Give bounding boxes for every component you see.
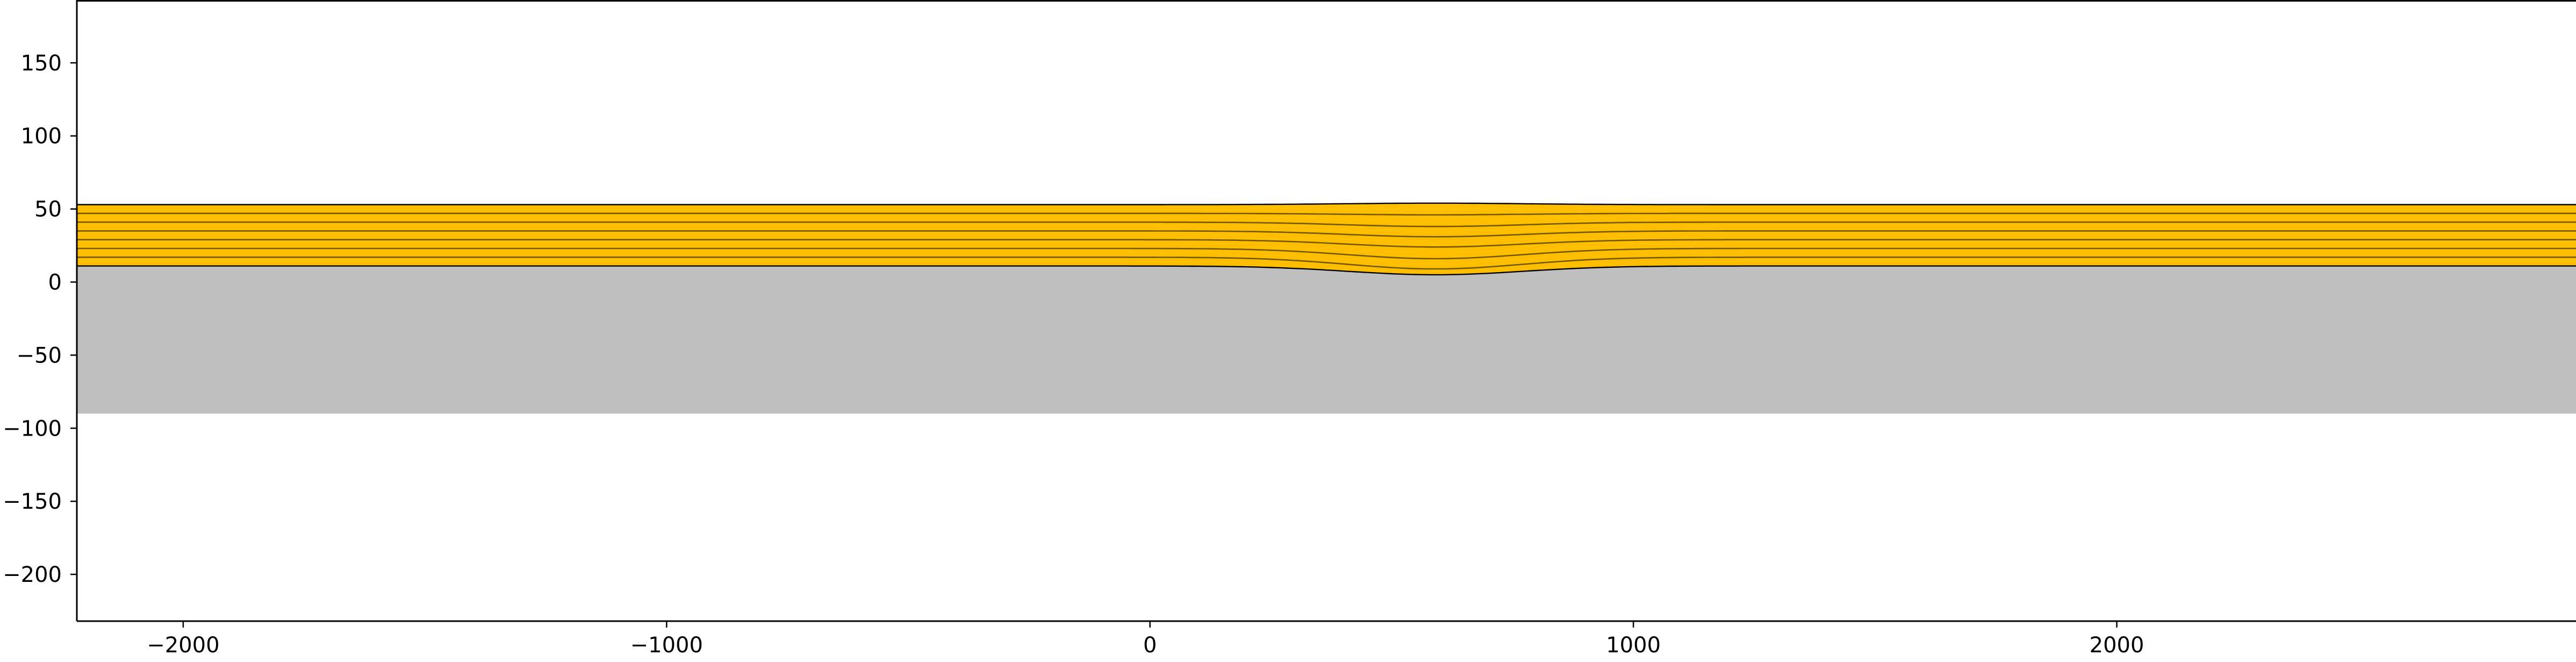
y-tick-label: −50 bbox=[17, 343, 62, 368]
x-tick-label: 1000 bbox=[1606, 633, 1661, 658]
y-tick-label: −100 bbox=[3, 416, 62, 441]
x-tick-label: 0 bbox=[1143, 633, 1157, 658]
x-tick-label: −2000 bbox=[147, 633, 219, 658]
y-tick-label: 50 bbox=[34, 197, 62, 222]
layer-boundary-3 bbox=[77, 230, 2576, 238]
x-tick-label: −1000 bbox=[630, 633, 703, 658]
y-tick-label: −150 bbox=[3, 489, 62, 514]
y-tick-label: 100 bbox=[21, 124, 62, 149]
y-tick-label: 0 bbox=[48, 271, 62, 295]
layer-boundary-1 bbox=[77, 212, 2576, 216]
layer-boundary-4 bbox=[77, 239, 2576, 248]
y-tick-label: 150 bbox=[21, 51, 62, 76]
layer-boundary-0 bbox=[77, 202, 2576, 205]
layer-boundary-2 bbox=[77, 221, 2576, 227]
layer-boundary-5 bbox=[77, 247, 2576, 260]
x-tick-label: 2000 bbox=[2090, 633, 2144, 658]
layer-boundary-6 bbox=[77, 257, 2576, 270]
plot-area bbox=[77, 202, 2576, 414]
layer-boundary-7 bbox=[77, 265, 2576, 276]
axes-layer: −2000 −1000 0 1000 2000 150 100 50 0 −50 −100 −150 −… bbox=[3, 0, 2576, 658]
y-tick-label: −200 bbox=[3, 563, 62, 587]
basement-area bbox=[77, 266, 2576, 414]
